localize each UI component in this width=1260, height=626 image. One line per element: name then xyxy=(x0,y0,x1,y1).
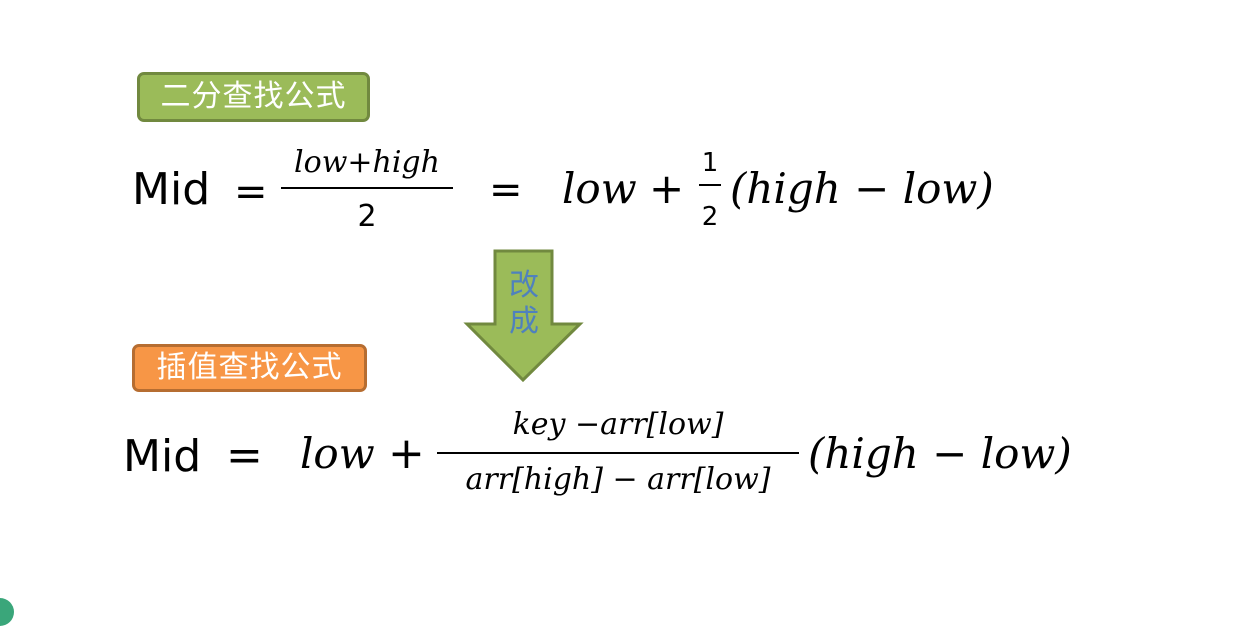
fraction-numerator: low+high xyxy=(294,145,440,180)
equals-sign: = xyxy=(226,430,263,481)
equals-sign: = xyxy=(489,167,523,213)
interpolation-search-label-text: 插值查找公式 xyxy=(156,350,343,385)
plus-sign: + xyxy=(388,428,425,479)
fraction-numerator: key −arr[low] xyxy=(512,407,724,442)
half-fraction-bar xyxy=(699,184,721,186)
high-minus-low: (high − low) xyxy=(730,164,994,213)
low-term: low xyxy=(300,429,375,478)
corner-decoration xyxy=(0,598,14,626)
half-denominator: 2 xyxy=(701,202,719,232)
fraction-denominator: arr[high] − arr[low] xyxy=(465,462,771,497)
half-numerator: 1 xyxy=(701,148,719,178)
mid-symbol: Mid xyxy=(132,164,211,215)
high-minus-low: (high − low) xyxy=(808,429,1072,478)
fraction-bar xyxy=(437,452,799,454)
mid-symbol: Mid xyxy=(123,431,202,482)
down-arrow-icon xyxy=(462,248,586,388)
fraction-denominator: 2 xyxy=(357,199,377,234)
plus-sign: + xyxy=(649,164,685,213)
arrow-caption-char: 成 xyxy=(509,304,539,339)
equals-sign: = xyxy=(234,169,268,215)
interpolation-search-label: 插值查找公式 xyxy=(132,344,367,392)
arrow-caption: 改 成 xyxy=(497,268,551,340)
binary-search-label-text: 二分查找公式 xyxy=(160,79,347,114)
binary-search-label: 二分查找公式 xyxy=(137,72,370,122)
arrow-caption-char: 改 xyxy=(509,268,539,303)
fraction-bar xyxy=(281,187,453,189)
low-term: low xyxy=(562,164,637,213)
